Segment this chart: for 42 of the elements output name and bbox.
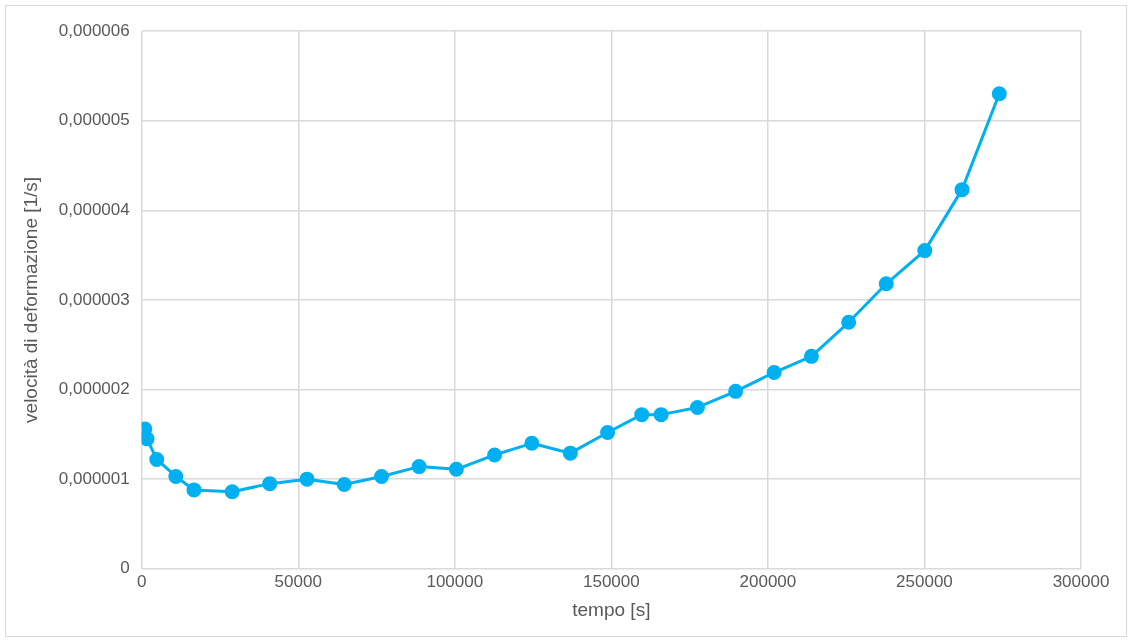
y-tick-label: 0 xyxy=(120,558,130,578)
x-tick-label: 100000 xyxy=(426,571,484,591)
y-tick-label: 0,000006 xyxy=(58,20,130,40)
point xyxy=(562,445,578,461)
point xyxy=(689,399,705,415)
y-tick-label: 0,000001 xyxy=(58,468,130,488)
point xyxy=(524,435,540,451)
y-axis-title: velocità di deformazione [1/s] xyxy=(19,176,41,423)
point xyxy=(653,407,669,423)
point xyxy=(728,383,744,399)
point xyxy=(186,482,202,498)
point xyxy=(766,365,782,380)
point xyxy=(954,182,970,198)
point xyxy=(917,243,933,259)
y-tick-label: 0,000004 xyxy=(58,199,130,219)
y-tick-label: 0,000002 xyxy=(58,379,130,399)
point xyxy=(841,314,857,330)
x-axis-title: tempo [s] xyxy=(572,598,651,620)
point xyxy=(149,451,165,467)
point xyxy=(374,468,390,484)
x-tick-label: 200000 xyxy=(739,571,797,591)
x-tick-label: 150000 xyxy=(582,571,640,591)
point xyxy=(803,348,819,364)
point xyxy=(336,477,352,493)
point xyxy=(262,476,278,492)
point xyxy=(168,468,184,484)
x-tick-label: 50000 xyxy=(274,571,322,591)
x-tick-label: 300000 xyxy=(1052,571,1110,591)
point xyxy=(991,86,1007,102)
y-tick-label: 0,000005 xyxy=(58,110,130,130)
point xyxy=(634,407,650,423)
x-tick-label: 250000 xyxy=(896,571,953,591)
point xyxy=(224,484,240,500)
point xyxy=(299,471,315,487)
point xyxy=(487,447,503,463)
point xyxy=(141,431,155,447)
y-tick-label: 0,000003 xyxy=(58,289,130,309)
point xyxy=(600,425,616,441)
point xyxy=(878,276,894,292)
point xyxy=(448,461,464,477)
x-tick-label: 0 xyxy=(136,571,147,591)
point xyxy=(411,459,427,475)
